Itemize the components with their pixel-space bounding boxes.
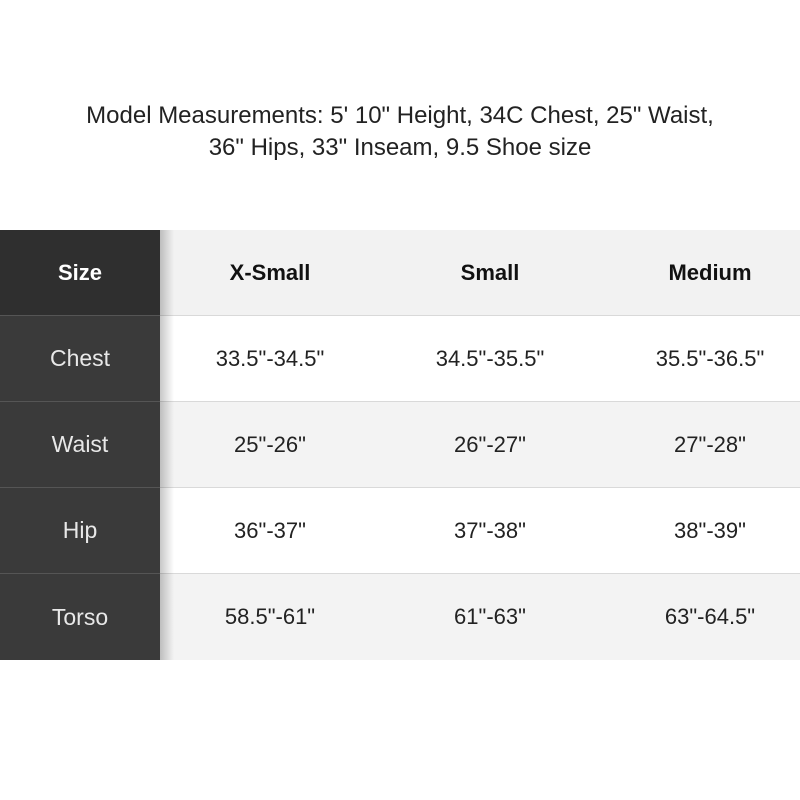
cell-torso-medium: 63"-64.5" [600, 574, 800, 660]
size-table: Size X-Small Small Medium Chest 33.5"-34… [0, 230, 800, 660]
column-header-medium: Medium [600, 230, 800, 316]
cell-chest-small: 34.5"-35.5" [380, 316, 600, 402]
cell-hip-xsmall: 36"-37" [160, 488, 380, 574]
header-size-label: Size [0, 230, 160, 316]
row-label-hip: Hip [0, 488, 160, 574]
caption-line-1: Model Measurements: 5' 10" Height, 34C C… [86, 102, 714, 129]
cell-hip-small: 37"-38" [380, 488, 600, 574]
table-row: Hip 36"-37" 37"-38" 38"-39" [0, 488, 800, 574]
cell-hip-medium: 38"-39" [600, 488, 800, 574]
column-header-xsmall: X-Small [160, 230, 380, 316]
table-header-row: Size X-Small Small Medium [0, 230, 800, 316]
cell-waist-small: 26"-27" [380, 402, 600, 488]
caption-line-2: 36" Hips, 33" Inseam, 9.5 Shoe size [209, 134, 592, 161]
model-measurements-caption: Model Measurements: 5' 10" Height, 34C C… [0, 0, 800, 195]
cell-chest-xsmall: 33.5"-34.5" [160, 316, 380, 402]
row-label-waist: Waist [0, 402, 160, 488]
table-row: Chest 33.5"-34.5" 34.5"-35.5" 35.5"-36.5… [0, 316, 800, 402]
cell-waist-medium: 27"-28" [600, 402, 800, 488]
table-row: Torso 58.5"-61" 61"-63" 63"-64.5" [0, 574, 800, 660]
cell-waist-xsmall: 25"-26" [160, 402, 380, 488]
size-table-container: Size X-Small Small Medium Chest 33.5"-34… [0, 230, 800, 660]
row-label-chest: Chest [0, 316, 160, 402]
cell-torso-xsmall: 58.5"-61" [160, 574, 380, 660]
cell-torso-small: 61"-63" [380, 574, 600, 660]
row-label-torso: Torso [0, 574, 160, 660]
cell-chest-medium: 35.5"-36.5" [600, 316, 800, 402]
column-header-small: Small [380, 230, 600, 316]
size-chart-page: Model Measurements: 5' 10" Height, 34C C… [0, 0, 800, 800]
table-row: Waist 25"-26" 26"-27" 27"-28" [0, 402, 800, 488]
